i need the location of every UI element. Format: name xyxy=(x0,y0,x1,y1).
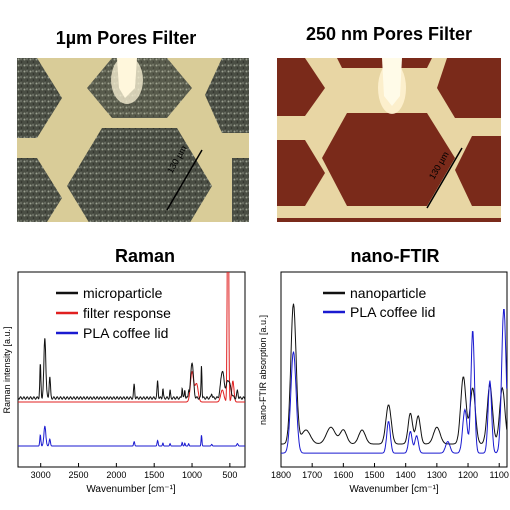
nano-ftir-title: nano-FTIR xyxy=(350,246,440,266)
raman-title: Raman xyxy=(114,246,176,266)
raman-legend-label: microparticle xyxy=(83,285,163,301)
ftir-x-tick-label: 1500 xyxy=(365,470,385,480)
raman-x-tick-label: 3000 xyxy=(31,470,51,480)
raman-x-tick-label: 2000 xyxy=(106,470,126,480)
ftir-x-tick-label: 1600 xyxy=(333,470,353,480)
ftir-x-tick-label: 1400 xyxy=(396,470,416,480)
ftir-x-tick-label: 1300 xyxy=(427,470,447,480)
raman-plot-frame xyxy=(17,271,246,468)
ftir-x-label: Wavenumber [cm⁻¹] xyxy=(349,484,439,495)
raman-x-label: Wavenumber [cm⁻¹] xyxy=(86,484,176,495)
micrograph-250nm-filter: 130 µm xyxy=(277,58,501,222)
ftir-x-tick-label: 1700 xyxy=(302,470,322,480)
ftir-legend-label: nanoparticle xyxy=(350,285,426,301)
ftir-series-pla xyxy=(281,309,508,454)
ftir-x-tick-label: 1200 xyxy=(458,470,478,480)
raman-x-tick-label: 500 xyxy=(222,470,237,480)
top-right-title: 250 nm Pores Filter xyxy=(305,24,473,44)
ftir-plot-frame xyxy=(280,271,508,468)
ftir-x-tick-label: 1800 xyxy=(271,470,291,480)
raman-series-microparticle xyxy=(17,338,246,400)
raman-chart: microparticle filter response PLA coffee l… xyxy=(2,271,246,495)
nano-ftir-chart: nanoparticle PLA coffee lid 1800 1700 1600 1… xyxy=(258,271,509,495)
raman-x-tick-label: 1500 xyxy=(144,470,164,480)
micrograph-1um-filter: 130 µm xyxy=(17,58,249,222)
ftir-legend-label: PLA coffee lid xyxy=(350,304,435,320)
raman-y-label: Raman intensity [a.u.] xyxy=(2,326,12,413)
ftir-x-tick-label: 1100 xyxy=(490,470,509,480)
top-left-title: 1µm Pores Filter xyxy=(55,28,197,48)
raman-x-tick-label: 2500 xyxy=(69,470,89,480)
raman-series-pla xyxy=(18,425,245,447)
ftir-series-nanoparticle xyxy=(281,303,508,445)
raman-series-filter-response xyxy=(18,272,245,403)
raman-x-tick-label: 1000 xyxy=(182,470,202,480)
ftir-y-label: nano-FTIR absorption [a.u.] xyxy=(258,315,268,425)
raman-legend-label: filter response xyxy=(83,305,171,321)
raman-legend-label: PLA coffee lid xyxy=(83,325,168,341)
